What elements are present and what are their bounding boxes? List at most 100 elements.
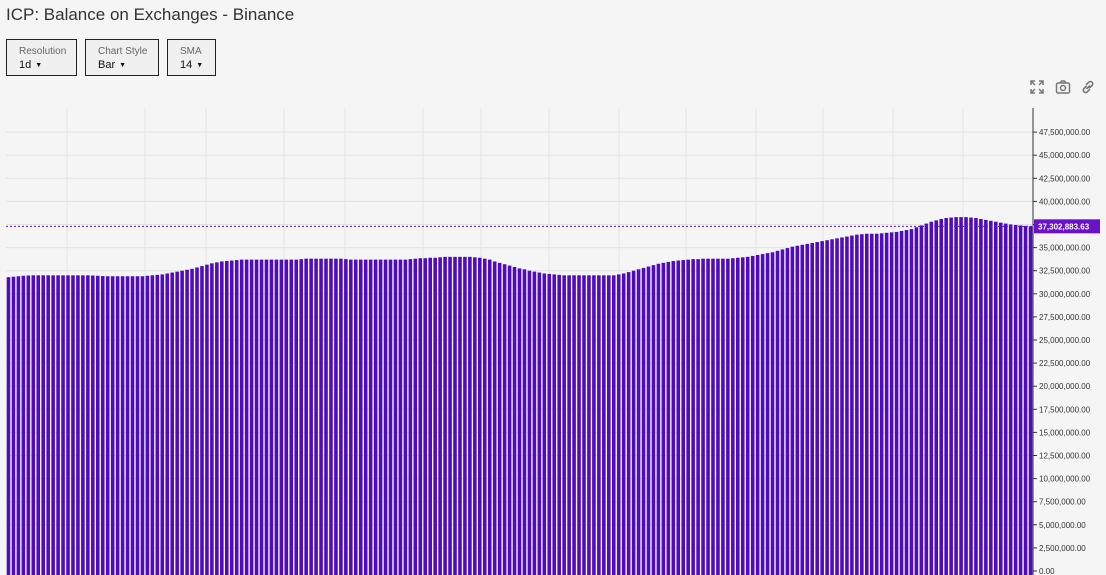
chart-style-value: Bar <box>98 59 116 71</box>
bar <box>458 256 462 575</box>
bar <box>453 256 457 575</box>
sma-dropdown[interactable]: SMA 14 ▼ <box>167 39 216 76</box>
bar <box>61 275 65 575</box>
bar <box>597 275 601 575</box>
bar <box>170 272 174 575</box>
bar <box>716 258 720 575</box>
bar <box>433 257 437 575</box>
resolution-value: 1d <box>19 59 32 71</box>
bar <box>200 266 204 575</box>
y-tick-label: 40,000,000.00 <box>1039 197 1091 206</box>
bar <box>691 259 695 575</box>
bar <box>319 258 323 575</box>
bar <box>869 233 874 575</box>
bar <box>56 275 60 575</box>
bar <box>855 234 859 575</box>
bar <box>269 259 274 575</box>
bar <box>537 272 542 575</box>
bar <box>572 275 576 575</box>
bar <box>398 259 403 575</box>
bar <box>443 256 447 575</box>
bar <box>736 257 740 575</box>
chart-style-dropdown[interactable]: Chart Style Bar ▼ <box>85 39 159 76</box>
sma-label: SMA <box>180 46 202 57</box>
bar <box>155 274 160 575</box>
y-tick-label: 12,500,000.00 <box>1039 452 1091 461</box>
bar <box>66 275 70 575</box>
fullscreen-button[interactable] <box>1029 79 1045 95</box>
bar <box>681 260 686 575</box>
bar <box>195 267 199 575</box>
bar <box>924 223 929 575</box>
bar <box>954 217 958 575</box>
bar <box>820 241 824 575</box>
bar <box>721 258 725 575</box>
y-tick-label: 20,000,000.00 <box>1039 382 1091 391</box>
bar <box>810 242 814 575</box>
y-tick-label: 0.00 <box>1039 567 1055 575</box>
bar <box>522 269 527 575</box>
bar <box>582 275 586 575</box>
bar <box>393 259 398 575</box>
bar <box>507 265 512 575</box>
bar <box>904 230 909 575</box>
bar <box>363 259 368 575</box>
bar <box>542 273 547 575</box>
bar <box>428 257 432 575</box>
bar <box>577 275 581 575</box>
bar <box>339 258 343 575</box>
bar <box>26 275 31 575</box>
bar <box>259 259 264 575</box>
bar <box>770 252 775 575</box>
bar <box>324 258 328 575</box>
bar <box>145 275 150 575</box>
bar <box>115 276 120 575</box>
share-link-button[interactable] <box>1080 79 1096 95</box>
bar <box>344 259 348 575</box>
bar <box>1023 225 1028 575</box>
bar <box>413 258 418 575</box>
bar <box>765 253 770 575</box>
fullscreen-icon <box>1030 80 1044 94</box>
bar <box>899 230 904 575</box>
bar <box>889 232 894 575</box>
bar <box>349 259 353 575</box>
bar <box>795 245 800 575</box>
bar <box>527 270 532 575</box>
bar <box>860 234 864 575</box>
bar <box>215 262 219 575</box>
bar <box>289 259 294 575</box>
bar <box>815 242 819 575</box>
bar <box>309 258 313 575</box>
bar <box>329 258 333 575</box>
screenshot-button[interactable] <box>1055 79 1071 95</box>
bar <box>567 275 571 575</box>
bar <box>130 276 135 575</box>
current-value-badge <box>1034 219 1100 234</box>
caret-down-icon: ▼ <box>35 62 43 69</box>
y-tick-label: 42,500,000.00 <box>1039 174 1091 183</box>
bar <box>676 260 681 575</box>
bar <box>314 258 318 575</box>
bar <box>378 259 383 575</box>
link-icon <box>1082 80 1094 94</box>
bar <box>11 276 16 575</box>
bar <box>71 275 75 575</box>
bar <box>249 259 254 575</box>
bar <box>547 273 552 575</box>
bar <box>696 259 700 575</box>
bar <box>279 259 284 575</box>
bar <box>959 217 963 575</box>
bar <box>800 244 805 575</box>
bar <box>592 275 596 575</box>
resolution-dropdown[interactable]: Resolution 1d ▼ <box>6 39 77 76</box>
bar <box>51 275 55 575</box>
sma-value: 14 <box>180 59 193 71</box>
bar <box>984 219 988 575</box>
y-tick-label: 5,000,000.00 <box>1039 521 1086 530</box>
bar <box>264 259 269 575</box>
bar <box>31 275 36 575</box>
bar <box>478 257 482 575</box>
bar <box>120 276 125 575</box>
bar <box>502 264 507 575</box>
